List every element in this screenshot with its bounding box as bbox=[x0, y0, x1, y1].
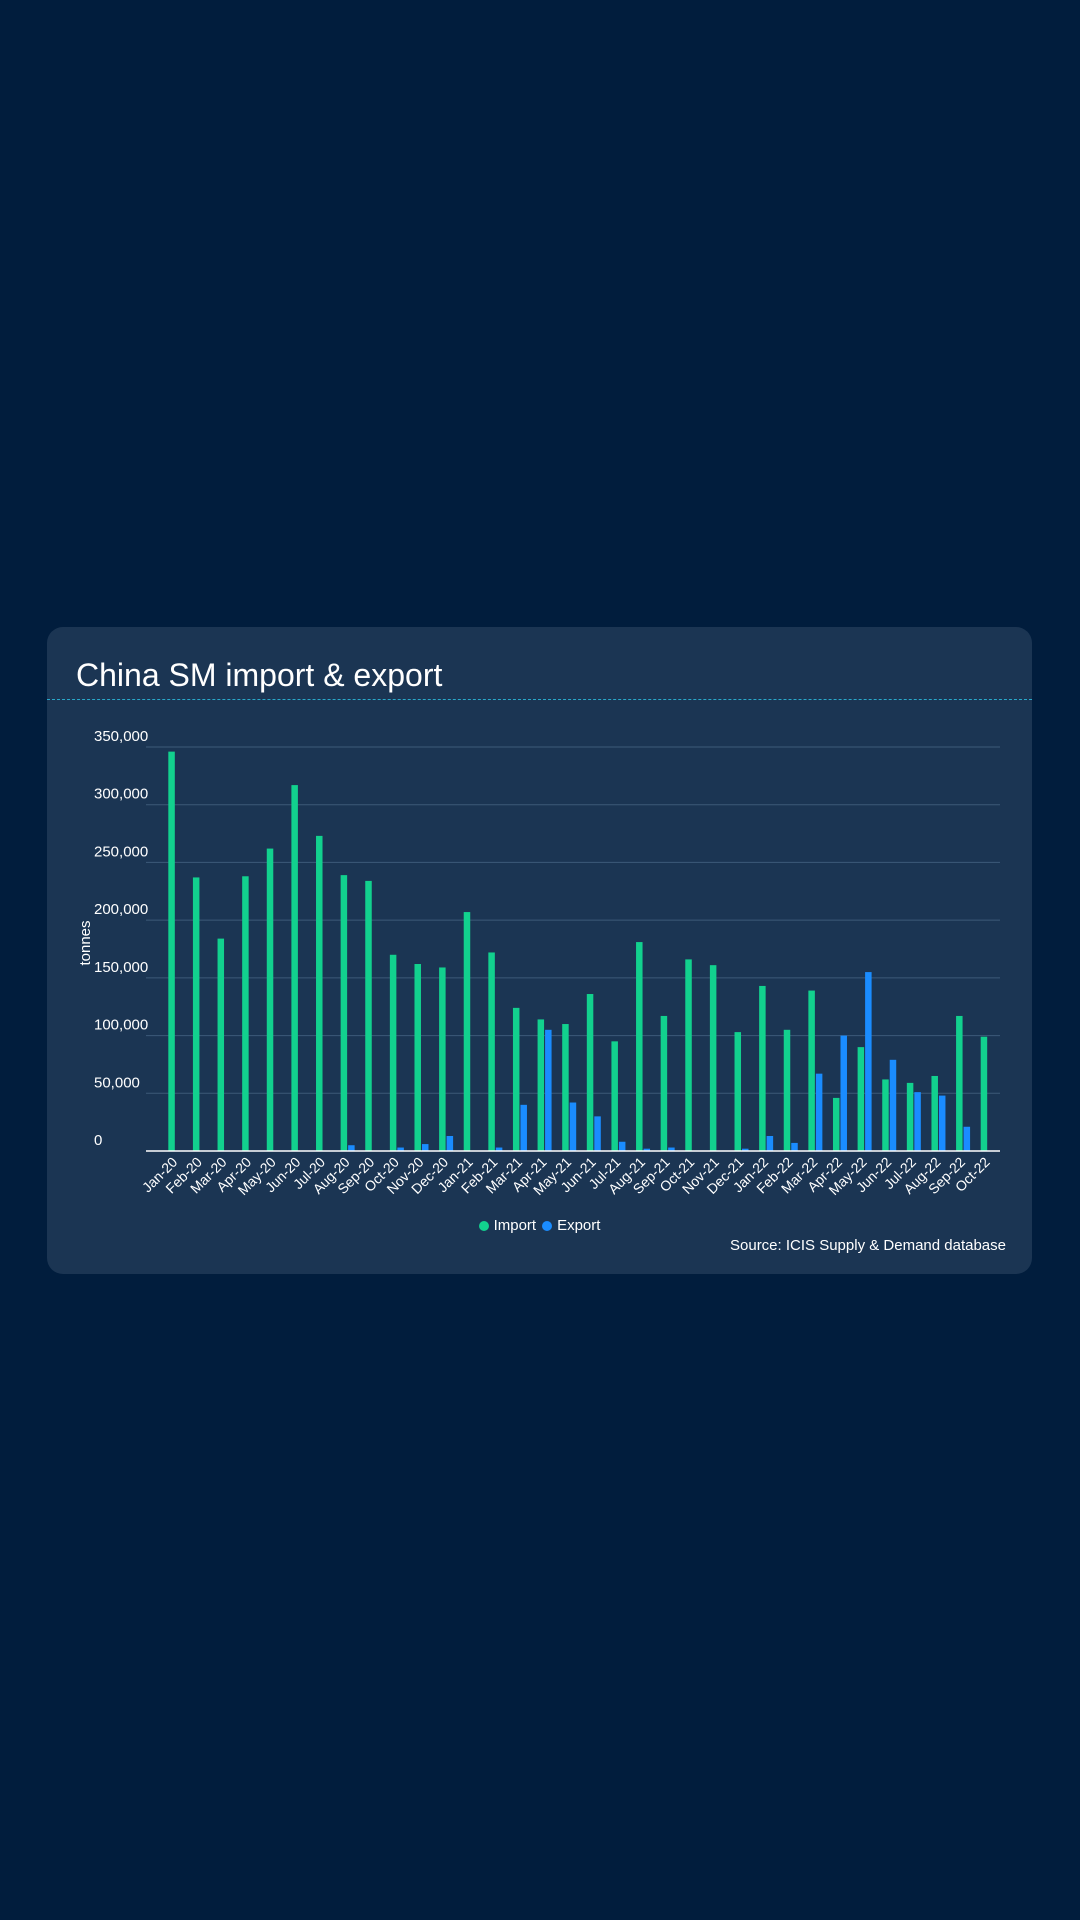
export-bar bbox=[742, 1148, 749, 1151]
legend-swatch-export bbox=[542, 1220, 553, 1231]
y-tick-label: 200,000 bbox=[94, 901, 148, 918]
import-bar bbox=[808, 990, 815, 1151]
import-bar bbox=[168, 751, 175, 1151]
legend-label-import: Import bbox=[493, 1217, 537, 1234]
import-bar bbox=[882, 1079, 889, 1151]
export-bar bbox=[397, 1147, 404, 1151]
import-bar bbox=[759, 985, 766, 1151]
source-note: Source: ICIS Supply & Demand database bbox=[730, 1237, 1006, 1254]
import-bar bbox=[512, 1007, 520, 1151]
export-bar bbox=[668, 1147, 675, 1151]
import-bar bbox=[266, 848, 274, 1151]
import-bar bbox=[980, 1036, 988, 1151]
legend-item-import: Import bbox=[478, 1217, 537, 1234]
export-bar bbox=[594, 1116, 601, 1151]
export-bar bbox=[446, 1135, 454, 1151]
export-bar bbox=[618, 1141, 626, 1151]
import-bar bbox=[488, 952, 495, 1151]
legend-swatch-import bbox=[478, 1220, 489, 1231]
export-bar bbox=[643, 1148, 651, 1151]
import-bar bbox=[586, 994, 594, 1151]
export-bar bbox=[963, 1126, 971, 1151]
import-bar bbox=[783, 1029, 791, 1151]
export-bar bbox=[495, 1147, 503, 1151]
export-bar bbox=[938, 1095, 946, 1151]
chart-card: China SM import & export 0 50,000 100,000 1… bbox=[47, 627, 1032, 1274]
import-bar bbox=[340, 875, 348, 1151]
import-bar bbox=[389, 954, 397, 1151]
y-tick-label: 0 bbox=[94, 1132, 102, 1149]
y-axis-title: tonnes bbox=[77, 920, 94, 965]
import-bar bbox=[217, 938, 225, 1151]
import-bar bbox=[611, 1041, 618, 1151]
export-bar bbox=[766, 1135, 774, 1151]
import-bar bbox=[906, 1082, 914, 1151]
export-bar bbox=[545, 1029, 552, 1151]
chart-legend: Import Export bbox=[47, 1217, 1032, 1234]
import-bar bbox=[562, 1024, 569, 1151]
import-bar bbox=[857, 1047, 865, 1151]
y-tick-label: 250,000 bbox=[94, 843, 148, 860]
export-bar bbox=[889, 1059, 897, 1151]
chart-title: China SM import & export bbox=[76, 657, 443, 693]
import-bar bbox=[537, 1019, 545, 1151]
import-bar bbox=[685, 959, 692, 1151]
import-bar bbox=[734, 1032, 742, 1151]
export-bar bbox=[865, 972, 872, 1151]
y-tick-label: 300,000 bbox=[94, 786, 148, 803]
export-bar bbox=[421, 1144, 429, 1151]
y-tick-label: 350,000 bbox=[94, 728, 148, 745]
import-bar bbox=[636, 942, 643, 1151]
import-bar bbox=[242, 876, 249, 1151]
import-bar bbox=[931, 1075, 938, 1151]
import-bar bbox=[192, 877, 200, 1151]
import-bar bbox=[316, 835, 323, 1151]
import-bar bbox=[365, 880, 372, 1151]
import-bar bbox=[414, 964, 421, 1151]
y-tick-label: 150,000 bbox=[94, 959, 148, 976]
import-bar bbox=[956, 1015, 963, 1151]
export-bar bbox=[815, 1073, 823, 1151]
import-bar bbox=[463, 912, 471, 1151]
export-bar bbox=[520, 1104, 527, 1151]
import-bar bbox=[709, 965, 717, 1151]
legend-item-export: Export bbox=[542, 1217, 600, 1234]
export-bar bbox=[914, 1092, 921, 1151]
export-bar bbox=[569, 1102, 577, 1151]
export-bar bbox=[840, 1035, 847, 1151]
import-bar bbox=[439, 967, 446, 1151]
y-tick-label: 100,000 bbox=[94, 1017, 148, 1034]
title-divider bbox=[47, 699, 1032, 700]
y-tick-label: 50,000 bbox=[94, 1074, 140, 1091]
import-bar bbox=[291, 785, 298, 1151]
import-bar bbox=[832, 1097, 840, 1151]
export-bar bbox=[348, 1145, 355, 1151]
bar-chart: 0 50,000 100,000 150,000 200,000 250,000 300,0… bbox=[77, 728, 1000, 1198]
import-bar bbox=[660, 1015, 668, 1151]
export-bar bbox=[791, 1142, 798, 1151]
legend-label-export: Export bbox=[557, 1217, 601, 1234]
